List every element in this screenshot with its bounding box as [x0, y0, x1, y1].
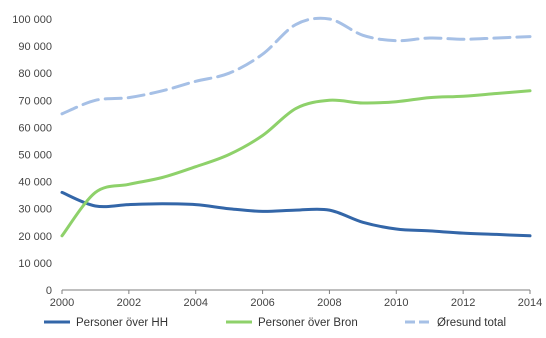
y-tick-label: 90 000	[18, 41, 52, 53]
x-tick-label: 2006	[250, 297, 274, 309]
x-tick-label: 2002	[117, 297, 141, 309]
y-tick-label: 100 000	[12, 14, 52, 26]
y-tick-label: 0	[46, 285, 52, 297]
x-axis-ticks: 2000 2002 2004 2006 2008 2010 2012 2014	[50, 290, 542, 309]
x-tick-label: 2008	[317, 297, 341, 309]
x-tick-label: 2000	[50, 297, 74, 309]
series-line	[60, 89, 532, 238]
x-tick-label: 2010	[384, 297, 408, 309]
y-tick-label: 70 000	[18, 95, 52, 107]
y-tick-label: 30 000	[18, 204, 52, 216]
y-tick-label: 40 000	[18, 177, 52, 189]
y-tick-label: 60 000	[18, 122, 52, 134]
legend-label: Personer över HH	[76, 317, 168, 329]
x-tick-label: 2004	[183, 297, 207, 309]
series-line	[60, 16, 532, 116]
series-line	[60, 190, 532, 238]
legend-label: Øresund total	[437, 317, 506, 329]
y-tick-label: 80 000	[18, 68, 52, 80]
legend-label: Personer över Bron	[258, 317, 358, 329]
legend: Personer över HH Personer över Bron Øresun…	[44, 317, 506, 329]
y-axis-tick-labels: 0 10 000 20 000 30 000 40 000 50 000 60 000 70 …	[12, 14, 52, 297]
series-lines	[60, 16, 532, 238]
x-tick-label: 2014	[518, 297, 542, 309]
y-tick-label: 20 000	[18, 231, 52, 243]
x-tick-label: 2012	[451, 297, 475, 309]
y-tick-label: 10 000	[18, 258, 52, 270]
y-tick-label: 50 000	[18, 150, 52, 162]
